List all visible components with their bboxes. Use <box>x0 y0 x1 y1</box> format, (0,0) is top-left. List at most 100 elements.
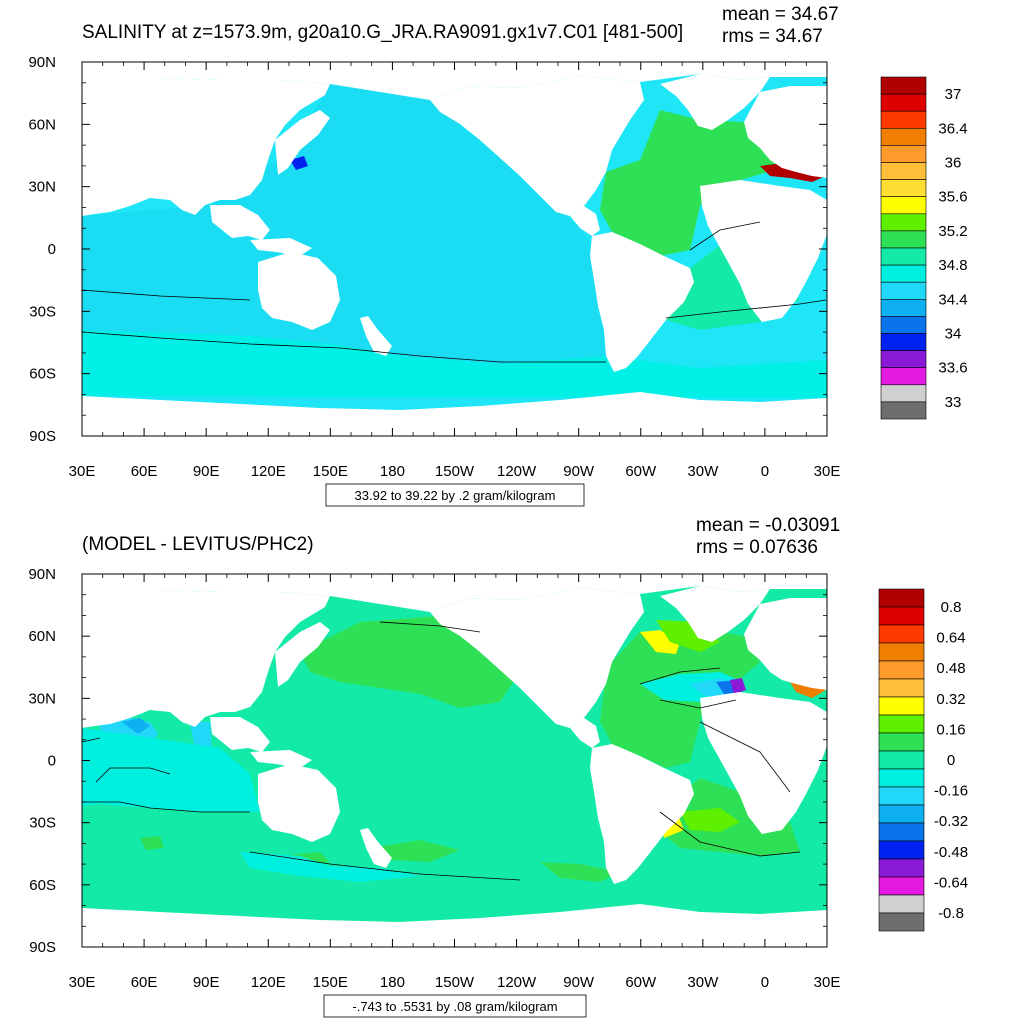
colorbar-label: -0.8 <box>938 905 964 922</box>
lon-tick-label: 120E <box>251 463 286 480</box>
lat-tick-label: 90N <box>28 566 56 583</box>
panel-2-map <box>82 574 827 947</box>
panel-salinity: SALINITY at z=1573.9m, g20a10.G_JRA.RA90… <box>28 4 968 507</box>
panel-2-rms: rms = 0.07636 <box>696 537 818 558</box>
lat-tick-label: 90S <box>29 428 56 445</box>
colorbar-swatch <box>880 247 927 266</box>
lon-tick-label: 0 <box>761 463 769 480</box>
colorbar-swatch <box>880 401 927 420</box>
colorbar-label: -0.32 <box>934 813 968 830</box>
lat-tick-label: 30N <box>28 179 56 196</box>
colorbar-swatch <box>878 660 925 680</box>
lon-tick-label: 0 <box>761 974 769 991</box>
colorbar-label: 0.48 <box>936 660 965 677</box>
colorbar-swatch <box>880 367 927 386</box>
panel-2-lat-labels: 90N 60N 30N 0 30S 60S 90S <box>28 566 56 956</box>
colorbar-swatch <box>878 588 925 608</box>
colorbar-swatch <box>878 606 925 626</box>
colorbar-swatch <box>878 894 925 914</box>
colorbar-label: 34 <box>945 326 962 343</box>
lon-tick-label: 30E <box>69 974 96 991</box>
lon-tick-label: 90E <box>193 974 220 991</box>
colorbar-label: 34.4 <box>938 291 967 308</box>
lon-tick-label: 150E <box>313 463 348 480</box>
panel-1-lon-labels: 30E 60E 90E 120E 150E 180 150W 120W 90W 60W 30W 0 30… <box>69 463 841 480</box>
panel-1-colorbar: 37 36.4 36 35.6 35.2 34.8 34.4 34 33.6 33 <box>880 76 968 420</box>
colorbar-label: 33 <box>945 394 962 411</box>
lon-tick-label: 120W <box>497 974 537 991</box>
panel-2-subtitle: -.743 to .5531 by .08 gram/kilogram <box>352 999 557 1014</box>
panel-1-map <box>82 62 827 436</box>
colorbar-swatch <box>878 768 925 788</box>
colorbar-label: 0.16 <box>936 721 965 738</box>
lon-tick-label: 90W <box>563 463 595 480</box>
lon-tick-label: 180 <box>380 463 405 480</box>
lon-tick-label: 90E <box>193 463 220 480</box>
lat-tick-label: 0 <box>48 241 56 258</box>
panel-1-subtitle: 33.92 to 39.22 by .2 gram/kilogram <box>355 488 556 503</box>
colorbar-swatch <box>880 162 927 180</box>
colorbar-swatch <box>880 264 927 283</box>
lon-tick-label: 150E <box>313 974 348 991</box>
lat-tick-label: 60S <box>29 366 56 383</box>
lat-tick-label: 90S <box>29 939 56 956</box>
colorbar-swatch <box>880 230 927 249</box>
panel-2-mean: mean = -0.03091 <box>696 515 840 536</box>
lon-tick-label: 150W <box>435 463 475 480</box>
lat-tick-label: 0 <box>48 753 56 770</box>
colorbar-swatch <box>878 624 925 644</box>
lon-tick-label: 30E <box>814 974 841 991</box>
colorbar-swatch <box>880 128 927 146</box>
lon-tick-label: 90W <box>563 974 595 991</box>
lon-tick-label: 30W <box>687 974 719 991</box>
panel-2-title: (MODEL - LEVITUS/PHC2) <box>82 534 314 555</box>
colorbar-swatch <box>880 196 927 215</box>
colorbar-label: 33.6 <box>938 360 967 377</box>
colorbar-swatch <box>878 858 925 878</box>
colorbar-swatch <box>878 822 925 842</box>
lon-tick-label: 120E <box>251 974 286 991</box>
colorbar-swatch <box>878 876 925 896</box>
lon-tick-label: 30E <box>69 463 96 480</box>
colorbar-swatch <box>880 213 927 232</box>
colorbar-swatch <box>880 110 927 129</box>
colorbar-swatch <box>878 804 925 824</box>
lat-tick-label: 30S <box>29 815 56 832</box>
colorbar-swatch <box>880 76 927 95</box>
colorbar-label: 0.64 <box>936 630 965 647</box>
lat-tick-label: 30S <box>29 303 56 320</box>
panel-1-subtitle-box <box>325 483 585 507</box>
colorbar-swatch <box>880 384 927 403</box>
lon-tick-label: 30W <box>687 463 719 480</box>
lon-tick-label: 150W <box>435 974 475 991</box>
colorbar-label: -0.16 <box>934 783 968 800</box>
colorbar-label: 35.6 <box>938 189 967 206</box>
colorbar-swatch <box>880 298 927 317</box>
colorbar-swatch <box>878 696 925 716</box>
lat-tick-label: 30N <box>28 690 56 707</box>
lat-tick-label: 60N <box>28 116 56 133</box>
colorbar-label: 36.4 <box>938 120 967 137</box>
colorbar-label: 34.8 <box>938 257 967 274</box>
colorbar-swatch <box>880 281 927 300</box>
lon-tick-label: 60E <box>131 463 158 480</box>
lon-tick-label: 30E <box>814 463 841 480</box>
colorbar-label: 35.2 <box>938 223 967 240</box>
colorbar-swatch <box>878 786 925 806</box>
colorbar-swatch <box>880 179 927 198</box>
colorbar-swatch <box>880 145 927 163</box>
panel-2-ticks <box>81 573 828 948</box>
lon-tick-label: 60E <box>131 974 158 991</box>
colorbar-swatch <box>878 642 925 662</box>
colorbar-swatch <box>878 750 925 770</box>
lon-tick-label: 180 <box>380 974 405 991</box>
colorbar-swatch <box>878 732 925 752</box>
lon-tick-label: 60W <box>625 463 657 480</box>
colorbar-label: -0.64 <box>934 874 968 891</box>
colorbar-label: 0.32 <box>936 691 965 708</box>
colorbar-swatch <box>880 316 927 334</box>
colorbar-swatch <box>880 93 927 112</box>
lon-tick-label: 120W <box>497 463 537 480</box>
panel-1-mean: mean = 34.67 <box>722 4 839 25</box>
colorbar-swatch <box>880 350 927 369</box>
